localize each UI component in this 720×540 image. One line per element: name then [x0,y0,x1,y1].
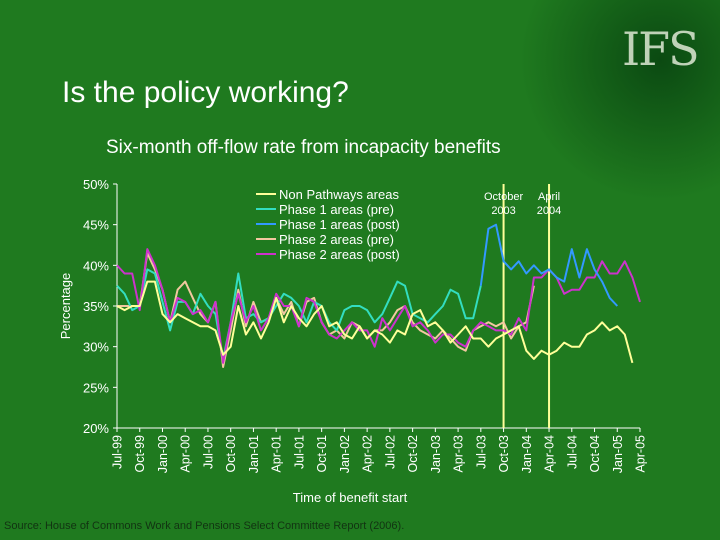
x-tick-label: Jan-01 [247,435,261,473]
x-tick-label: Oct-99 [133,435,147,473]
x-tick-label: Oct-02 [406,435,420,473]
x-tick-label: Jul-03 [474,435,488,469]
slide-title: Is the policy working? [62,76,349,109]
legend-entry: Phase 2 areas (post) [279,247,400,262]
x-tick-label: Jul-02 [383,435,397,469]
x-tick-label: Apr-05 [634,435,648,473]
policy-date-marker-label: October [484,191,523,203]
x-tick-label: Oct-00 [224,435,238,473]
x-tick-label: Jul-99 [111,435,125,469]
y-tick-label: 40% [83,258,109,273]
x-tick-label: Jan-00 [156,435,170,473]
x-tick-label: Jul-01 [292,435,306,469]
policy-date-marker-label: April [538,191,560,203]
x-tick-label: Apr-04 [543,435,557,473]
x-tick-label: Apr-03 [452,435,466,473]
x-tick-label: Jan-02 [338,435,352,473]
legend-entry: Phase 1 areas (pre) [279,202,394,217]
x-tick-label: Jan-04 [520,435,534,473]
policy-date-marker-year: 2004 [537,205,561,217]
series-line-1 [116,268,482,360]
x-tick-label: Apr-01 [270,435,284,473]
y-axis-label: Percentage [58,273,73,340]
policy-date-marker-year: 2003 [491,205,515,217]
y-tick-label: 35% [83,299,109,314]
x-tick-label: Jan-03 [429,435,443,473]
series-line-0 [116,280,634,364]
x-tick-label: Apr-00 [179,435,193,473]
y-tick-label: 45% [83,218,109,233]
x-tick-label: Jan-05 [611,435,625,473]
series-line-2 [479,223,619,307]
legend-entry: Phase 1 areas (post) [279,217,400,232]
ifs-logo: IFS [622,22,700,76]
x-tick-label: Oct-04 [588,435,602,473]
x-axis-label: Time of benefit start [293,490,408,505]
series-line-3 [117,252,535,368]
x-tick-label: Oct-03 [497,435,511,473]
y-tick-label: 30% [83,340,109,355]
x-tick-label: Apr-02 [361,435,375,473]
legend-entry: Non Pathways areas [279,187,399,202]
legend-entry: Phase 2 areas (pre) [279,232,394,247]
y-tick-label: 25% [83,380,109,395]
y-tick-label: 50% [83,177,109,192]
source-note: Source: House of Commons Work and Pensio… [4,520,405,532]
chart-title: Six-month off-flow rate from incapacity … [106,137,501,158]
y-tick-label: 20% [83,421,109,436]
x-tick-label: Jul-00 [201,435,215,469]
x-tick-label: Oct-01 [315,435,329,473]
x-tick-label: Jul-04 [565,435,579,469]
